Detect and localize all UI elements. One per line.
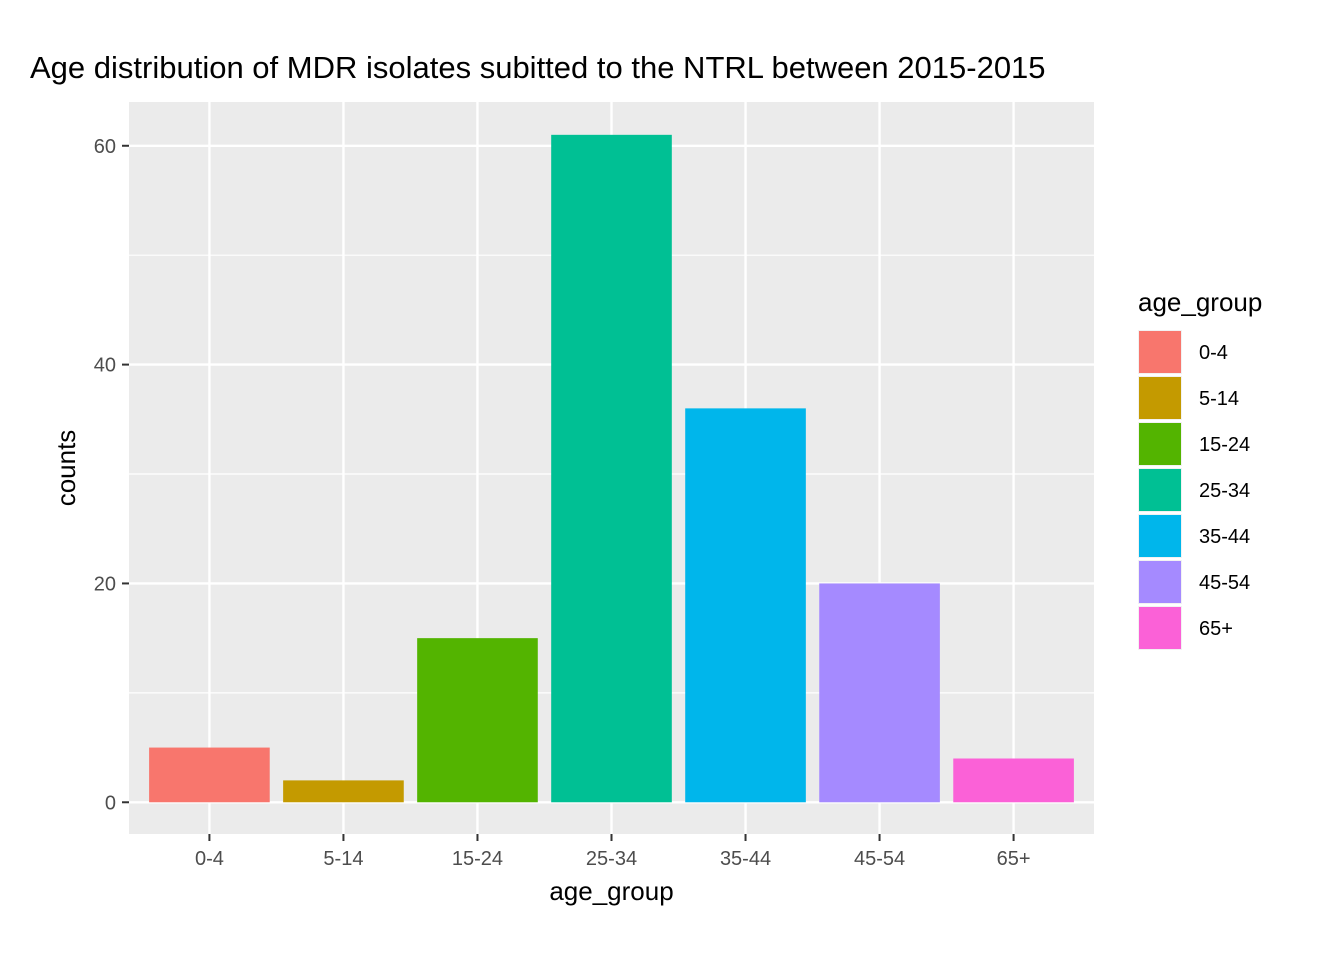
x-tick-label: 0-4 bbox=[195, 848, 224, 870]
legend-label: 65+ bbox=[1199, 618, 1233, 640]
y-tick-label: 0 bbox=[105, 792, 116, 814]
x-tick-label: 15-24 bbox=[452, 848, 503, 870]
bar-0-4 bbox=[149, 747, 270, 803]
legend-key bbox=[1139, 515, 1181, 557]
y-tick-label: 40 bbox=[94, 355, 116, 377]
bar-15-24 bbox=[417, 638, 538, 803]
legend-label: 0-4 bbox=[1199, 342, 1228, 364]
bar-25-34 bbox=[551, 134, 672, 803]
legend-key bbox=[1139, 561, 1181, 603]
legend-label: 15-24 bbox=[1199, 434, 1250, 456]
y-tick-label: 20 bbox=[94, 573, 116, 595]
x-tick-label: 5-14 bbox=[323, 848, 363, 870]
chart-title: Age distribution of MDR isolates subitte… bbox=[30, 50, 1046, 85]
legend-label: 45-54 bbox=[1199, 572, 1250, 594]
legend: age_group 0-4 5-14 15-24 25-34 35-44 45-54 65+ bbox=[1138, 287, 1262, 650]
legend-label: 35-44 bbox=[1199, 526, 1250, 548]
y-tick-label: 60 bbox=[94, 136, 116, 158]
legend-key bbox=[1139, 607, 1181, 649]
y-axis-title: counts bbox=[51, 430, 81, 507]
bars bbox=[149, 134, 1074, 803]
legend-title: age_group bbox=[1138, 287, 1262, 317]
bar-35-44 bbox=[685, 408, 806, 803]
x-axis-title: age_group bbox=[549, 876, 673, 906]
legend-key bbox=[1139, 377, 1181, 419]
y-axis: 0 20 40 60 bbox=[94, 136, 129, 814]
legend-label: 25-34 bbox=[1199, 480, 1250, 502]
x-tick-label: 45-54 bbox=[854, 848, 905, 870]
x-axis: 0-4 5-14 15-24 25-34 35-44 45-54 65+ bbox=[195, 834, 1031, 870]
legend-key bbox=[1139, 423, 1181, 465]
legend-items: 0-4 5-14 15-24 25-34 35-44 45-54 65+ bbox=[1138, 330, 1250, 650]
x-tick-label: 35-44 bbox=[720, 848, 771, 870]
x-tick-label: 65+ bbox=[997, 848, 1031, 870]
legend-key bbox=[1139, 469, 1181, 511]
legend-label: 5-14 bbox=[1199, 388, 1239, 410]
bar-65+ bbox=[953, 758, 1074, 803]
legend-key bbox=[1139, 331, 1181, 373]
bar-45-54 bbox=[819, 583, 940, 803]
bar-5-14 bbox=[283, 780, 404, 803]
x-tick-label: 25-34 bbox=[586, 848, 637, 870]
